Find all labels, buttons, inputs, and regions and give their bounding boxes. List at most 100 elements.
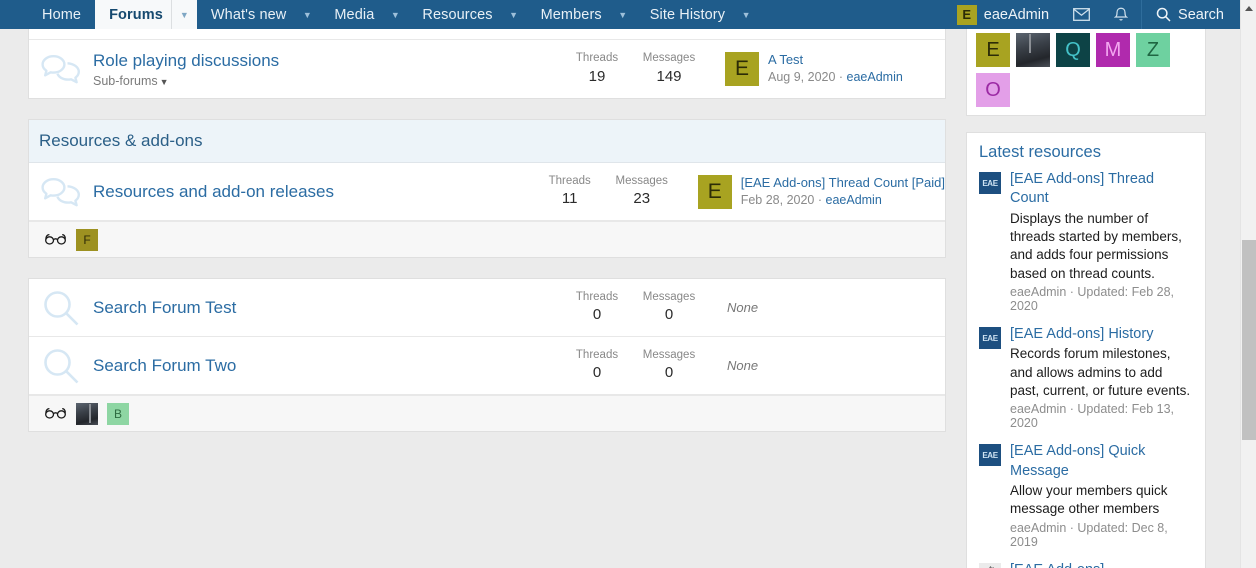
last-post-date: Aug 9, 2020 [768,70,836,85]
eae-logo-icon: EAE [979,444,1001,467]
member-avatar[interactable]: Q [1056,33,1090,67]
forum-list-column: Role playing forumsSub-forums▼Threads51M… [28,0,946,452]
forum-row: Search Forum Test Threads 0 Messages 0 None [29,279,945,337]
nav-item-members[interactable]: Members [527,0,610,29]
resource-item: EAE [EAE Add-ons] Thread Count Displays th… [979,170,1193,325]
last-post-author-link[interactable]: eaeAdmin [846,70,903,85]
threads-stat: Threads 0 [561,348,633,384]
last-post-author-link[interactable]: eaeAdmin [825,192,882,207]
chevron-down-icon[interactable]: ▼ [390,9,400,20]
forum-title-link[interactable]: Role playing discussions [93,50,280,70]
resource-description: Allow your members quick message other m… [1010,482,1168,517]
messages-label: Messages [642,52,696,65]
nav-item-home[interactable]: Home [28,0,95,29]
member-avatar[interactable]: E [976,33,1010,67]
member-avatar[interactable]: M [1096,33,1130,67]
nav-item-label: Site History [649,6,726,23]
messages-stat: Messages 0 [633,290,705,326]
resource-body: [EAE Add-ons] Conversation ToolsVarious … [1010,561,1193,568]
last-post-none: None [727,358,759,373]
forum-icon [29,347,93,385]
resource-icon: EAE [979,444,1001,467]
sub-forums-toggle[interactable]: Sub-forums▼ [93,74,551,88]
forum-row: Search Forum Two Threads 0 Messages 0 None [29,337,945,395]
latest-resources-block: Latest resources EAE [EAE Add-ons] Thread … [966,132,1206,568]
resource-title-link[interactable]: [EAE Add-ons] Conversation Tools [1010,561,1193,568]
nav-group-members: Members ▼ [527,0,636,29]
chevron-down-icon[interactable]: ▼ [741,9,751,20]
nav-item-media[interactable]: Media [320,0,382,29]
last-post-text: A Test Aug 9, 2020 · eaeAdmin [768,51,903,87]
nav-secondary-items: E eaeAdmin [947,0,1240,29]
threads-value: 0 [592,306,602,324]
threads-value: 11 [561,190,578,208]
resource-title-link[interactable]: [EAE Add-ons] Thread Count [1010,171,1155,207]
nav-primary-items: Home Forums ▼ What's new ▼ Media ▼ Resources ▼ Me… [28,0,759,29]
forum-info: Search Forum Two [93,355,561,376]
scrollbar-up-button[interactable] [1241,0,1256,17]
member-avatar[interactable] [1016,33,1050,67]
resource-body: [EAE Add-ons] Thread Count Displays the n… [1010,170,1193,313]
nav-item-resources[interactable]: Resources [408,0,500,29]
resource-title-link[interactable]: [EAE Add-ons] Quick Message [1010,443,1146,479]
resource-icon: EAE [979,172,1001,194]
forum-title-link[interactable]: Search Forum Test [93,297,237,317]
messages-value: 0 [664,364,674,382]
bell-icon [1114,7,1129,23]
avatar[interactable]: E [725,52,759,86]
forum-category-header[interactable]: Resources & add-ons [29,120,945,163]
viewer-avatar[interactable] [76,402,98,425]
forum-title-link[interactable]: Resources and add-on releases [93,181,334,201]
nav-user-menu[interactable]: E eaeAdmin [947,0,1061,29]
resource-item: [EAE Add-ons] Conversation ToolsVarious … [979,561,1193,568]
last-post-title-link[interactable]: A Test [768,52,804,68]
magnifier-forum-icon [42,289,80,327]
member-avatar[interactable]: O [976,73,1010,107]
nav-item-forums[interactable]: Forums [95,0,171,29]
chevron-down-icon[interactable]: ▼ [509,9,519,20]
chevron-down-icon[interactable]: ▼ [170,0,197,29]
nav-item-site-history[interactable]: Site History [636,0,733,29]
last-post-title-link[interactable]: [EAE Add-ons] Thread Count [Paid] [740,174,945,190]
threads-stat: Threads 0 [561,290,633,326]
messages-label: Messages [615,174,668,187]
forum-title-link[interactable]: Search Forum Two [93,355,237,375]
last-post: None [705,358,945,373]
latest-resources-title: Latest resources [979,143,1101,161]
viewer-avatar[interactable]: B [107,402,129,425]
nav-item-label: Home [42,6,82,23]
nav-group-site-history: Site History ▼ [636,0,759,29]
scrollbar-thumb[interactable] [1242,240,1256,440]
last-post-date: Feb 28, 2020 [740,192,815,207]
page-scrollbar[interactable] [1240,0,1256,568]
resource-description: Records forum milestones, and allows adm… [1010,346,1191,398]
messages-value: 23 [633,190,651,208]
chevron-down-icon[interactable]: ▼ [618,9,628,20]
alerts-button[interactable] [1101,0,1141,29]
chevron-down-icon: ▼ [159,77,169,88]
messages-stat: Messages 0 [633,348,705,384]
forum-block: Resources & add-ons Resources and add-on … [28,119,946,258]
forum-viewers-strip: B [29,395,945,431]
chevron-down-icon[interactable]: ▼ [302,9,312,20]
magnifier-forum-icon [42,347,80,385]
last-post-meta: Feb 28, 2020 · eaeAdmin [741,192,945,210]
nav-group-media: Media ▼ [320,0,408,29]
resource-title-link[interactable]: [EAE Add-ons] History [1010,326,1154,342]
nav-item-label: Members [540,6,602,23]
nav-group-resources: Resources ▼ [408,0,526,29]
last-post: E [EAE Add-ons] Thread Count [Paid] Feb 28… [678,174,945,210]
member-avatar[interactable]: Z [1136,33,1170,67]
nav-item-what-s-new[interactable]: What's new [197,0,295,29]
threads-label: Threads [548,174,591,187]
inbox-button[interactable] [1061,0,1101,29]
viewer-avatar[interactable]: F [76,228,98,251]
threads-label: Threads [575,348,619,361]
meta-separator: · [814,192,826,207]
forum-info: Search Forum Test [93,297,561,318]
search-button[interactable]: Search [1141,0,1240,29]
avatar[interactable]: E [697,174,732,209]
